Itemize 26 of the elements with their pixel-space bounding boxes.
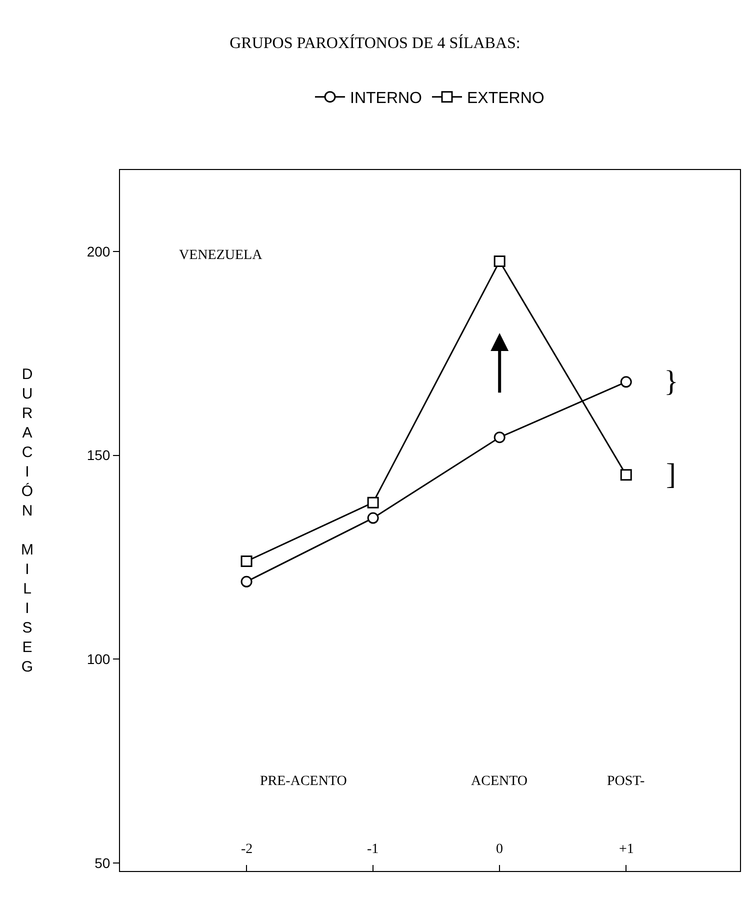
x-tick-label: +1 xyxy=(619,842,634,857)
text: DURACIÓN MILISEG xyxy=(21,366,34,676)
point xyxy=(620,469,632,481)
annotation: ] xyxy=(666,458,676,491)
annotation: POST- xyxy=(607,774,645,789)
point xyxy=(620,376,632,388)
point xyxy=(240,576,252,588)
point xyxy=(240,556,252,568)
x-tick-label: -2 xyxy=(241,842,253,857)
legend-label: INTERNO xyxy=(350,90,422,108)
annotation: ACENTO xyxy=(471,774,528,789)
y-tick-label: 150 xyxy=(86,447,110,464)
point xyxy=(494,256,506,268)
y-tick-label: 100 xyxy=(86,650,110,667)
x-tick-label: 0 xyxy=(496,842,503,857)
annotation: VENEZUELA xyxy=(179,248,264,263)
legend-label: EXTERNO xyxy=(467,90,544,108)
y-tick-label: 50 xyxy=(94,854,110,871)
point xyxy=(367,512,379,524)
point xyxy=(494,432,506,444)
annotation: PRE-ACENTO xyxy=(260,774,347,789)
x-tick-label: -1 xyxy=(367,842,379,857)
annotation: } xyxy=(664,365,678,398)
point xyxy=(367,496,379,508)
chart-title: GRUPOS PAROXÍTONOS DE 4 SÍLABAS: xyxy=(230,34,520,52)
y-tick-label: 200 xyxy=(86,243,110,260)
